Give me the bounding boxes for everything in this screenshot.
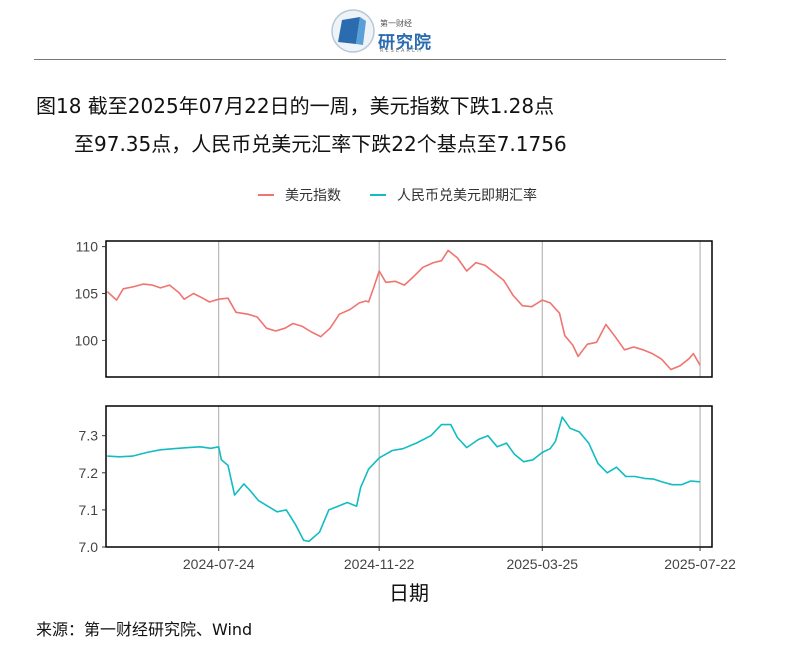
- y-tick-label: 7.1: [79, 502, 99, 518]
- logo-main-text: 研究院: [378, 33, 432, 53]
- y-tick-label: 7.0: [79, 539, 99, 555]
- usd-index-panel: 100 105 110: [75, 239, 713, 378]
- y-tick-label: 100: [75, 332, 99, 348]
- series-line: [106, 249, 701, 371]
- cny-usd-panel: 7.0 7.1 7.2 7.3: [79, 405, 713, 555]
- y-tick-label: 105: [75, 286, 99, 302]
- y-tick-label: 110: [76, 239, 99, 255]
- legend-label: 美元指数: [285, 188, 341, 204]
- y-tick-label: 7.2: [79, 465, 99, 481]
- x-axis: 2024-07-24 2024-11-22 2025-03-25 2025-07-22…: [183, 547, 736, 605]
- figure-title-line-2: 至97.35点，人民币兑美元汇率下跌22个基点至7.1756: [74, 132, 567, 156]
- header-divider: [34, 59, 726, 60]
- figure-title-line-1: 图18 截至2025年07月22日的一周，美元指数下跌1.28点: [36, 94, 555, 118]
- panel-border: [105, 405, 713, 548]
- source-note: 来源：第一财经研究院、Wind: [36, 620, 253, 639]
- x-tick-label: 2024-07-24: [183, 556, 255, 572]
- x-tick-label: 2024-11-22: [344, 556, 415, 572]
- x-axis-label: 日期: [389, 581, 429, 605]
- dual-panel-line-chart: 美元指数 人民币兑美元即期汇率 100 105 110 7.0 7.1 7.2 7.3 20…: [75, 187, 736, 605]
- legend-label: 人民币兑美元即期汇率: [397, 187, 537, 204]
- research-institute-logo: 第一财经 研究院 RESEARCH: [330, 8, 440, 56]
- logo-small-text: 第一财经: [380, 19, 412, 28]
- logo-emblem-icon: [331, 9, 375, 53]
- chart-legend: 美元指数 人民币兑美元即期汇率: [258, 187, 537, 204]
- logo-sub-text: RESEARCH: [380, 48, 423, 54]
- panel-border: [105, 240, 713, 378]
- series-line: [107, 416, 701, 543]
- x-tick-label: 2025-03-25: [506, 556, 578, 572]
- y-tick-label: 7.3: [79, 428, 99, 444]
- x-tick-label: 2025-07-22: [664, 556, 736, 572]
